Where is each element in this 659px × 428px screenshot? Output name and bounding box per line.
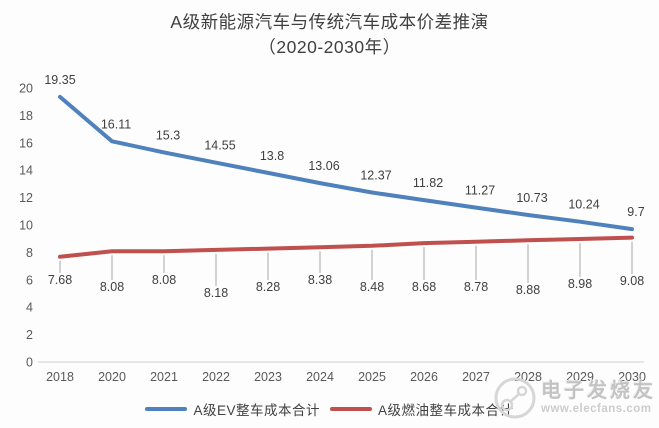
fuel-data-label: 8.08 (100, 280, 124, 294)
ev-data-label: 11.27 (465, 184, 495, 198)
y-axis-tick-label: 12 (19, 191, 33, 205)
ev-data-label: 16.11 (101, 117, 131, 131)
ev-data-label: 12.37 (360, 169, 391, 183)
ev-data-label: 19.35 (44, 73, 75, 87)
ev-data-label: 9.7 (627, 205, 644, 219)
fuel-data-label: 8.48 (360, 280, 384, 294)
legend-swatch-fuel-line (330, 407, 372, 411)
legend-item-fuel: A级燃油整车成本合计 (330, 399, 514, 419)
fuel-data-label: 8.68 (412, 280, 436, 294)
ev-data-label: 13.8 (260, 149, 284, 163)
chart-legend: A级EV整车成本合计 A级燃油整车成本合计 (0, 399, 659, 419)
ev-data-label: 11.82 (413, 176, 443, 190)
ev-data-label: 10.73 (516, 191, 547, 205)
fuel-data-label: 8.88 (516, 283, 540, 297)
y-axis-tick-label: 0 (26, 356, 33, 370)
x-axis-tick-label: 2025 (358, 370, 386, 384)
legend-swatch-ev-line (145, 407, 188, 411)
x-axis-tick-label: 2026 (410, 370, 438, 384)
fuel-data-label: 9.08 (620, 274, 644, 288)
chart-title: A级新能源汽车与传统汽车成本价差推演 （2020-2030年） (0, 10, 659, 61)
x-axis-tick-label: 2024 (306, 370, 334, 384)
x-axis-tick-label: 2027 (462, 370, 490, 384)
x-axis-tick-label: 2018 (46, 370, 74, 384)
ev-data-label: 15.3 (156, 128, 180, 142)
y-axis-tick-label: 4 (26, 301, 33, 315)
legend-item-ev: A级EV整车成本合计 (145, 399, 320, 419)
ev-cost-line (58, 94, 634, 232)
fuel-data-label: 8.78 (464, 280, 488, 294)
x-axis-tick-label: 2023 (254, 370, 282, 384)
fuel-data-label: 8.28 (256, 280, 280, 294)
fuel-data-label: 8.98 (568, 277, 592, 291)
fuel-data-label: 8.38 (308, 273, 332, 287)
fuel-data-label: 7.68 (48, 273, 72, 287)
y-axis-tick-label: 20 (19, 82, 33, 96)
ev-data-label: 14.55 (204, 139, 235, 153)
ev-data-label: 10.24 (568, 198, 599, 212)
x-axis-tick-label: 2020 (98, 370, 126, 384)
y-axis-tick-label: 18 (19, 109, 33, 123)
ev-data-label: 13.06 (308, 159, 339, 173)
x-axis-tick-label: 2029 (566, 370, 594, 384)
fuel-cost-line (58, 235, 634, 259)
y-axis-tick-label: 2 (26, 328, 33, 342)
y-axis-tick-label: 6 (26, 273, 33, 287)
x-axis-tick-label: 2028 (514, 370, 542, 384)
y-axis-tick-label: 14 (19, 164, 33, 178)
fuel-data-label: 8.08 (152, 273, 176, 287)
legend-label-fuel: A级燃油整车成本合计 (378, 403, 514, 418)
x-axis-tick-label: 2021 (150, 370, 178, 384)
y-axis-tick-label: 10 (19, 219, 33, 233)
x-axis-tick-label: 2022 (202, 370, 230, 384)
chart-title-line2: （2020-2030年） (258, 37, 401, 58)
y-axis-tick-label: 8 (26, 246, 33, 260)
legend-label-ev: A级EV整车成本合计 (193, 403, 320, 418)
fuel-data-label: 8.18 (204, 286, 228, 300)
x-axis-tick-label: 2030 (618, 370, 646, 384)
chart-title-line1: A级新能源汽车与传统汽车成本价差推演 (170, 12, 489, 32)
y-axis-tick-label: 16 (19, 136, 33, 150)
